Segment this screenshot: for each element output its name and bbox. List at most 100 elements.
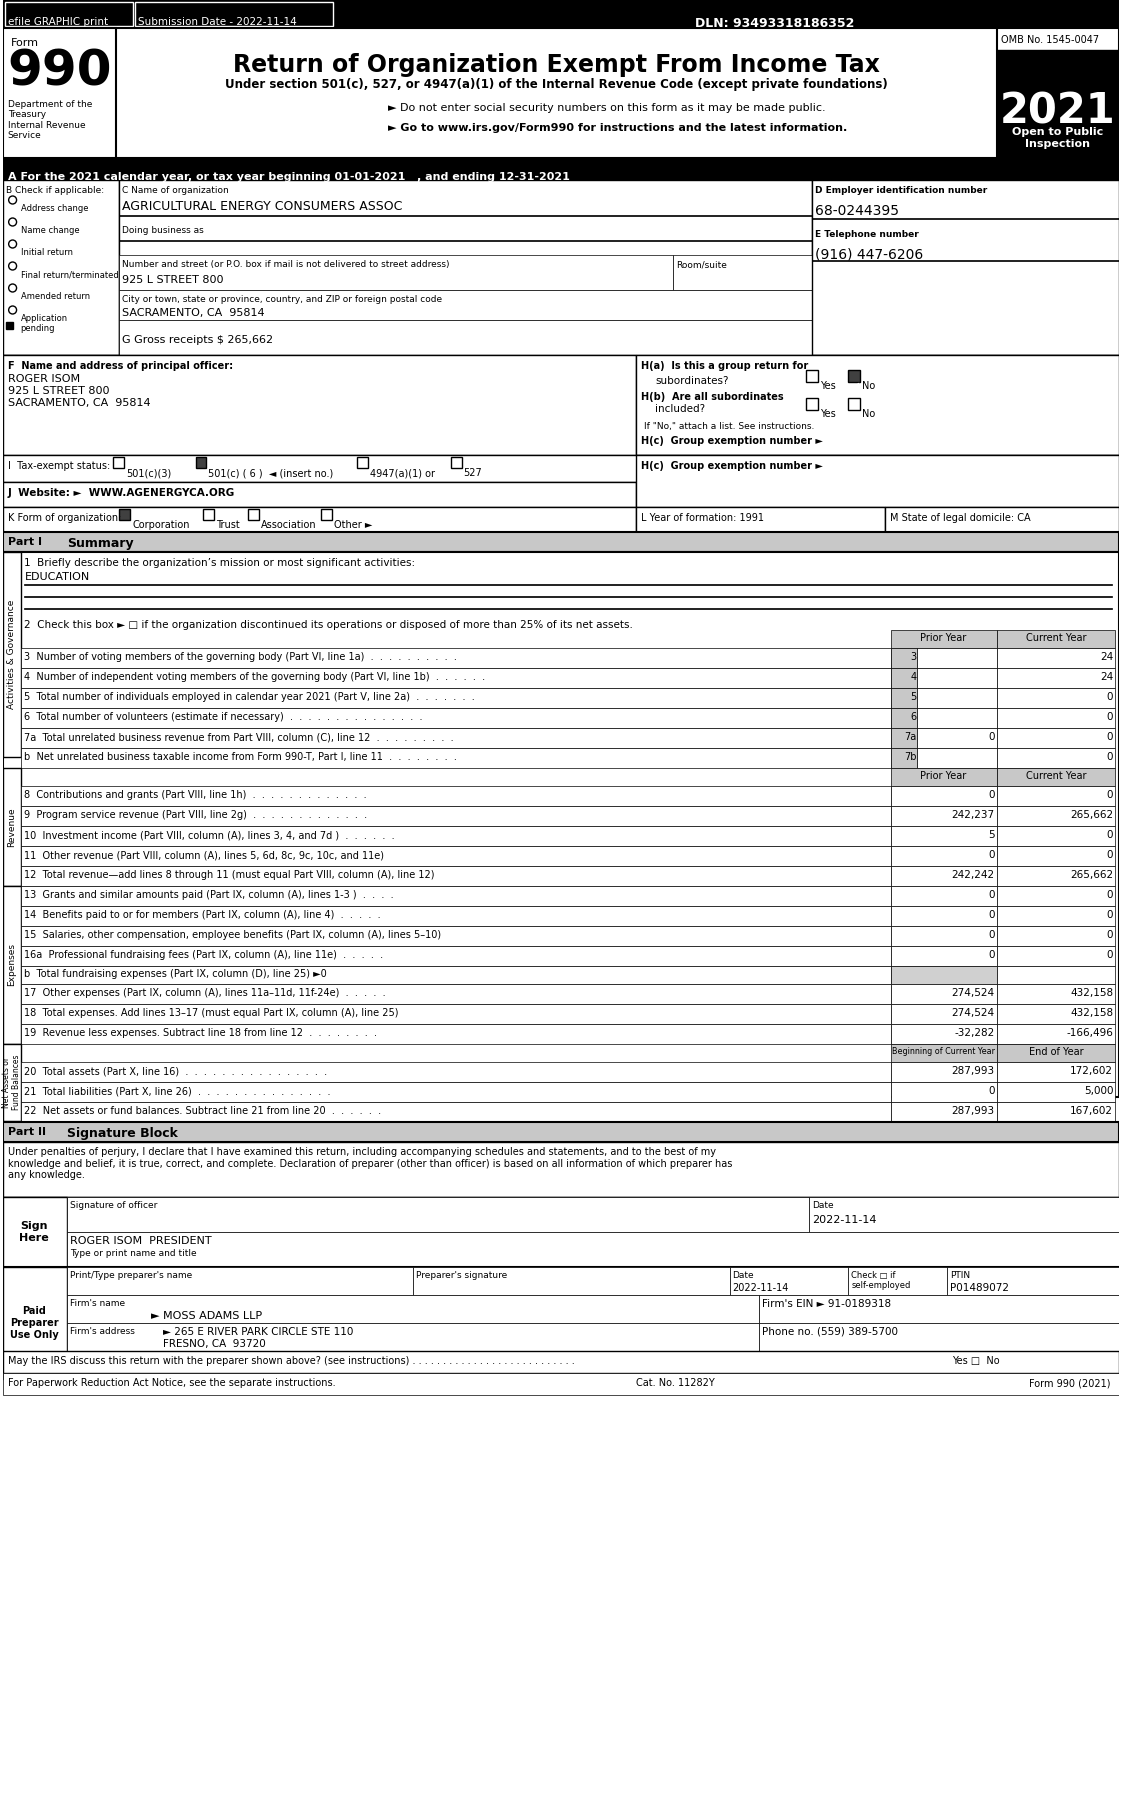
Bar (120, 256, 673, 290)
Bar (20, 1081, 891, 1101)
Bar (891, 825, 997, 845)
Bar (891, 1023, 997, 1045)
Text: I  Tax-exempt status:: I Tax-exempt status: (8, 461, 110, 472)
Text: Open to Public
Inspection: Open to Public Inspection (1013, 127, 1103, 149)
Bar (20, 688, 891, 707)
Text: Part II: Part II (8, 1126, 45, 1137)
Text: Type or print name and title: Type or print name and title (70, 1250, 196, 1257)
Text: ✓: ✓ (850, 381, 860, 394)
Bar (891, 925, 997, 945)
Text: Check □ if
self-employed: Check □ if self-employed (851, 1272, 911, 1290)
Bar (20, 945, 891, 967)
Bar (997, 668, 1115, 688)
Text: 925 L STREET 800: 925 L STREET 800 (8, 386, 110, 395)
Bar (203, 510, 215, 521)
Text: A For the 2021 calendar year, or tax year beginning 01-01-2021   , and ending 12: A For the 2021 calendar year, or tax yea… (8, 172, 569, 181)
Bar (891, 885, 997, 905)
Text: For Paperwork Reduction Act Notice, see the separate instructions.: For Paperwork Reduction Act Notice, see … (8, 1379, 335, 1388)
Text: Address change: Address change (20, 203, 88, 212)
Text: 990: 990 (8, 47, 112, 96)
Text: 4  Number of independent voting members of the governing body (Part VI, line 1b): 4 Number of independent voting members o… (25, 671, 485, 682)
Bar (67, 1197, 808, 1232)
Text: 16a  Professional fundraising fees (Part IX, column (A), line 11e)  .  .  .  .  : 16a Professional fundraising fees (Part … (25, 951, 384, 960)
Text: 527: 527 (464, 468, 482, 479)
Text: ► Do not enter social security numbers on this form as it may be made public.: ► Do not enter social security numbers o… (388, 103, 826, 112)
Text: 2022-11-14: 2022-11-14 (733, 1282, 789, 1293)
Text: Current Year: Current Year (1025, 633, 1086, 642)
Text: J  Website: ►  WWW.AGENERGYCA.ORG: J Website: ► WWW.AGENERGYCA.ORG (8, 488, 235, 499)
Bar (2, 1123, 1119, 1143)
Bar (248, 510, 259, 521)
Text: 68-0244395: 68-0244395 (815, 203, 899, 218)
Text: 20  Total assets (Part X, line 16)  .  .  .  .  .  .  .  .  .  .  .  .  .  .  . : 20 Total assets (Part X, line 16) . . . … (25, 1067, 327, 1076)
Text: 274,524: 274,524 (952, 989, 995, 998)
Bar (997, 905, 1115, 925)
Bar (135, 2, 333, 25)
Text: 0: 0 (988, 733, 995, 742)
Bar (195, 457, 207, 468)
Text: 167,602: 167,602 (1070, 1107, 1113, 1116)
Bar (891, 1045, 997, 1061)
Text: Yes: Yes (820, 381, 835, 392)
Text: 3: 3 (910, 651, 917, 662)
Bar (20, 1101, 891, 1123)
Text: ► 265 E RIVER PARK CIRCLE STE 110: ► 265 E RIVER PARK CIRCLE STE 110 (163, 1328, 353, 1337)
Bar (891, 767, 997, 785)
Text: 0: 0 (1106, 691, 1113, 702)
Bar (67, 1266, 413, 1295)
Text: ROGER ISOM: ROGER ISOM (8, 374, 80, 385)
Bar (891, 967, 997, 983)
Text: Yes: Yes (820, 408, 835, 419)
Text: 1  Briefly describe the organization’s mission or most significant activities:: 1 Briefly describe the organization’s mi… (25, 559, 415, 568)
Text: 0: 0 (1106, 791, 1113, 800)
Bar (20, 648, 891, 668)
Text: Print/Type preparer's name: Print/Type preparer's name (70, 1272, 192, 1281)
Text: b  Net unrelated business taxable income from Form 990-T, Part I, line 11  .  . : b Net unrelated business taxable income … (25, 753, 457, 762)
Text: 9  Program service revenue (Part VIII, line 2g)  .  .  .  .  .  .  .  .  .  .  .: 9 Program service revenue (Part VIII, li… (25, 811, 368, 820)
Bar (2, 27, 116, 158)
Text: P01489072: P01489072 (951, 1282, 1009, 1293)
Bar (891, 1003, 997, 1023)
Text: (916) 447-6206: (916) 447-6206 (815, 249, 922, 261)
Bar (20, 865, 891, 885)
Bar (20, 805, 891, 825)
Text: E Telephone number: E Telephone number (815, 230, 918, 239)
Bar (2, 180, 1119, 356)
Text: 0: 0 (1106, 931, 1113, 940)
Text: Room/suite: Room/suite (676, 259, 727, 268)
Text: No: No (863, 408, 875, 419)
Text: Final return/terminated: Final return/terminated (20, 270, 119, 279)
Text: Association: Association (261, 521, 316, 530)
Text: B Check if applicable:: B Check if applicable: (6, 187, 104, 194)
Text: Corporation: Corporation (132, 521, 190, 530)
Text: Name change: Name change (20, 227, 79, 236)
Bar (2, 483, 636, 506)
Text: Prior Year: Prior Year (920, 633, 966, 642)
Bar (321, 510, 332, 521)
Text: AGRICULTURAL ENERGY CONSUMERS ASSOC: AGRICULTURAL ENERGY CONSUMERS ASSOC (122, 200, 403, 212)
Bar (997, 747, 1115, 767)
Bar (2, 1351, 1119, 1373)
Text: 0: 0 (988, 851, 995, 860)
Text: Firm's name: Firm's name (70, 1299, 125, 1308)
Bar (450, 457, 462, 468)
Text: 6: 6 (910, 713, 917, 722)
Text: Submission Date - 2022-11-14: Submission Date - 2022-11-14 (138, 16, 297, 27)
Bar (20, 1023, 891, 1045)
Text: 8  Contributions and grants (Part VIII, line 1h)  .  .  .  .  .  .  .  .  .  .  : 8 Contributions and grants (Part VIII, l… (25, 791, 367, 800)
Bar (891, 945, 997, 967)
Text: Date: Date (812, 1201, 833, 1210)
Text: 0: 0 (988, 791, 995, 800)
Bar (891, 865, 997, 885)
Text: G Gross receipts $ 265,662: G Gross receipts $ 265,662 (122, 336, 273, 345)
Bar (5, 2, 133, 25)
Bar (891, 707, 918, 727)
Text: 21  Total liabilities (Part X, line 26)  .  .  .  .  .  .  .  .  .  .  .  .  .  : 21 Total liabilities (Part X, line 26) .… (25, 1087, 331, 1096)
Text: b  Total fundraising expenses (Part IX, column (D), line 25) ►0: b Total fundraising expenses (Part IX, c… (25, 969, 327, 980)
Text: Activities & Governance: Activities & Governance (7, 599, 16, 709)
Bar (918, 727, 997, 747)
Text: 0: 0 (1106, 733, 1113, 742)
Bar (997, 629, 1115, 648)
Text: 274,524: 274,524 (952, 1009, 995, 1018)
Text: OMB No. 1545-0047: OMB No. 1545-0047 (1001, 34, 1100, 45)
